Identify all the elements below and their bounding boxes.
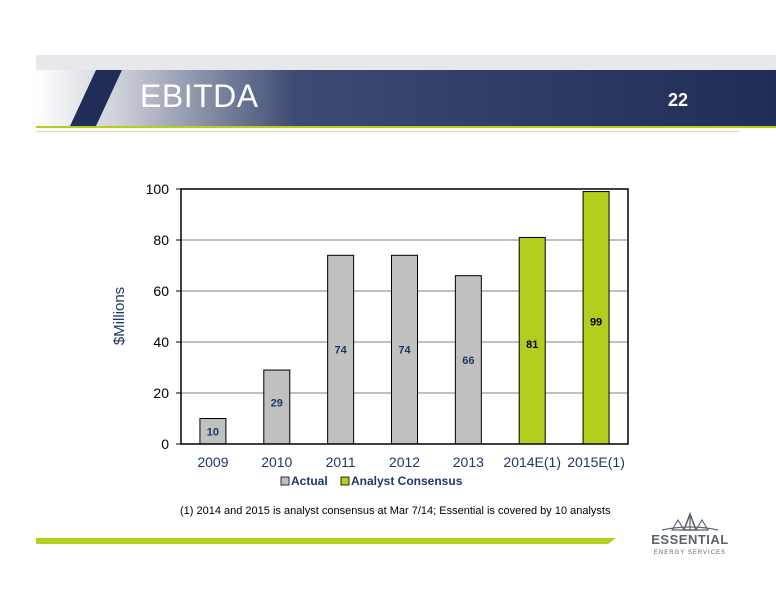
y-tick-label: 60 (153, 283, 169, 299)
legend-label-consensus: Analyst Consensus (351, 474, 463, 488)
y-tick-label: 40 (153, 334, 169, 350)
bar-2015E(1) (582, 191, 610, 445)
header-band (36, 55, 776, 132)
x-tick-label: 2014E(1) (503, 454, 561, 470)
bar-2014E(1) (518, 236, 546, 445)
logo-name: ESSENTIAL (651, 532, 729, 547)
y-tick-label: 100 (146, 181, 170, 197)
logo-tagline: ENERGY SERVICES (653, 550, 727, 556)
data-label: 66 (462, 355, 474, 367)
data-label: 81 (526, 339, 538, 351)
x-tick-label: 2015E(1) (567, 454, 625, 470)
legend-swatch-consensus (340, 476, 350, 486)
legend-swatch-actual (280, 476, 290, 486)
page-number: 22 (668, 90, 689, 110)
bar-2012 (391, 254, 418, 445)
x-tick-label: 2012 (389, 454, 420, 470)
y-axis-label: $Millions (111, 287, 128, 345)
x-tick-label: 2009 (197, 454, 228, 470)
bar-2009 (199, 418, 227, 445)
legend-label-actual: Actual (291, 474, 328, 488)
plot-area (180, 188, 629, 445)
data-label: 99 (590, 317, 602, 329)
y-tick-label: 20 (153, 385, 169, 401)
data-label: 29 (271, 398, 283, 410)
y-tick-label: 80 (153, 232, 169, 248)
x-tick-label: 2013 (453, 454, 484, 470)
x-tick-label: 2011 (326, 454, 356, 470)
bar-2010 (263, 369, 291, 445)
ebitda-chart: 0 20 40 60 80 100 10 2009 29 2010 74 2011 74 2012 66 20… (111, 181, 629, 488)
footnote: (1) 2014 and 2015 is analyst consensus a… (180, 505, 611, 517)
y-tick-label: 0 (161, 436, 169, 452)
x-tick-label: 2010 (261, 454, 292, 470)
footer-bar (36, 538, 616, 544)
data-label: 74 (398, 345, 411, 357)
essential-logo-icon (661, 511, 719, 531)
slide-title: EBITDA (140, 78, 259, 114)
data-label: 10 (207, 426, 219, 438)
bar-2011 (327, 254, 355, 445)
data-label: 74 (335, 345, 348, 357)
